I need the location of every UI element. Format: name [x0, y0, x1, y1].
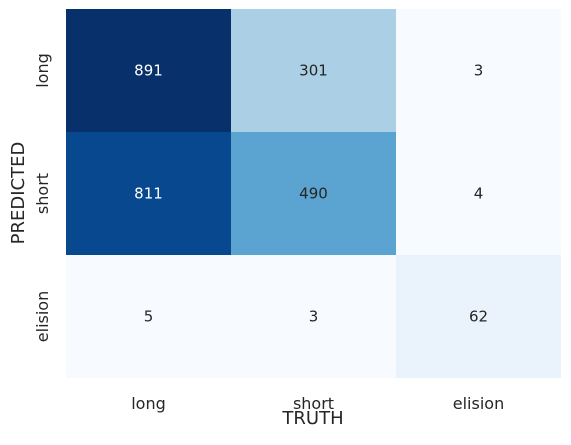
- cell-value-label: 3: [474, 62, 484, 80]
- heatmap-cell: [231, 255, 396, 378]
- cell-value-label: 301: [299, 62, 328, 80]
- x-tick-label: elision: [453, 394, 504, 413]
- cell-value-label: 62: [469, 308, 488, 326]
- heatmap-cells: 891 301 3 811 490 4 5 3 62: [66, 9, 561, 378]
- heatmap-cell: [396, 255, 561, 378]
- y-tick-label: short: [33, 173, 52, 214]
- y-tick-label: elision: [33, 291, 52, 342]
- x-tick-label: long: [131, 394, 166, 413]
- cell-value-label: 891: [134, 62, 163, 80]
- heatmap-cell: [396, 132, 561, 255]
- cell-value-label: 4: [474, 185, 484, 203]
- y-tick-label: long: [33, 53, 52, 88]
- cell-value-label: 3: [309, 308, 319, 326]
- heatmap-cell: [396, 9, 561, 132]
- heatmap-cell: [231, 132, 396, 255]
- y-tick-labels: long short elision: [33, 53, 52, 342]
- heatmap-cell: [231, 9, 396, 132]
- x-tick-labels: long short elision: [131, 394, 504, 413]
- cell-value-label: 5: [144, 308, 154, 326]
- y-axis-label: PREDICTED: [8, 142, 29, 245]
- x-axis-label: TRUTH: [281, 408, 343, 429]
- heatmap-cell: [66, 255, 231, 378]
- heatmap-cell: [66, 132, 231, 255]
- cell-value-label: 490: [299, 185, 328, 203]
- cell-value-label: 811: [134, 185, 163, 203]
- heatmap-cell: [66, 9, 231, 132]
- x-tick-label: short: [293, 394, 334, 413]
